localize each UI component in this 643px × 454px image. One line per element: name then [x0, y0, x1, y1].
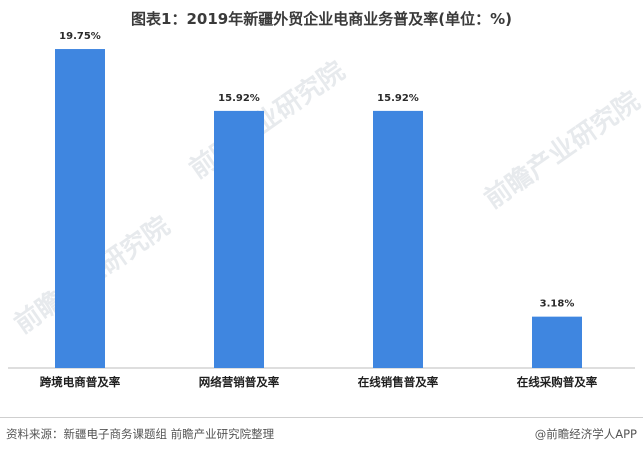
- source-note: 资料来源：新疆电子商务课题组 前瞻产业研究院整理: [6, 427, 275, 441]
- bar-value-label: 15.92%: [218, 93, 260, 104]
- category-label: 在线销售普及率: [358, 375, 439, 389]
- footer-divider: [0, 417, 643, 418]
- bar-value-label: 3.18%: [540, 299, 575, 310]
- bar: [55, 49, 105, 368]
- category-label: 网络营销普及率: [199, 375, 280, 389]
- bar: [214, 110, 264, 368]
- bar: [373, 110, 423, 368]
- brand-label: @前瞻经济学人APP: [534, 427, 637, 441]
- chart-title: 图表1：2019年新疆外贸企业电商业务普及率(单位：%): [131, 10, 512, 28]
- bar: [532, 316, 582, 368]
- category-label: 在线采购普及率: [517, 375, 598, 389]
- category-label: 跨境电商普及率: [40, 375, 121, 389]
- bar-value-label: 19.75%: [59, 31, 101, 42]
- bar-value-label: 15.92%: [377, 93, 419, 104]
